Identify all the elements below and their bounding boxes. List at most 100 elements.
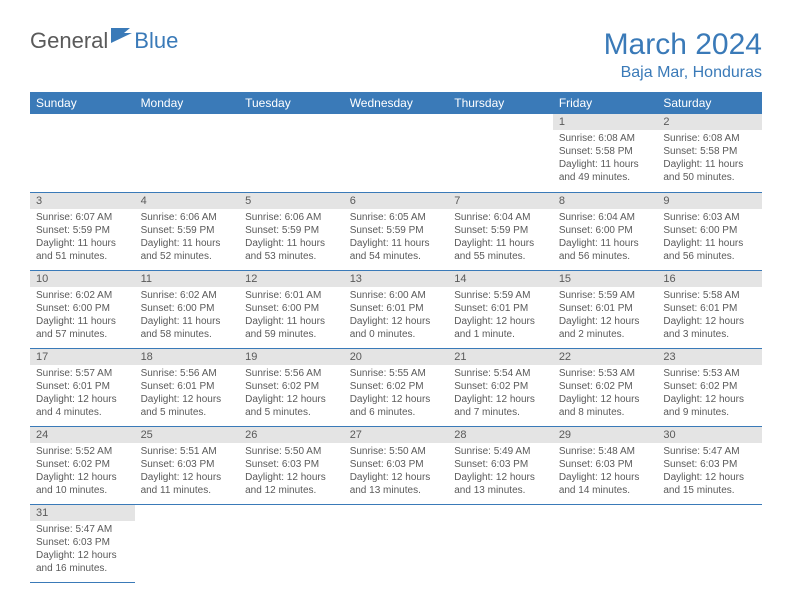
sunset-text: Sunset: 5:58 PM: [559, 145, 652, 158]
calendar-cell: [344, 114, 449, 192]
sunrise-text: Sunrise: 5:52 AM: [36, 445, 129, 458]
calendar-cell: 18Sunrise: 5:56 AMSunset: 6:01 PMDayligh…: [135, 348, 240, 426]
sunrise-text: Sunrise: 5:50 AM: [350, 445, 443, 458]
sunset-text: Sunset: 6:03 PM: [36, 536, 129, 549]
calendar-cell: 15Sunrise: 5:59 AMSunset: 6:01 PMDayligh…: [553, 270, 658, 348]
calendar-cell: 16Sunrise: 5:58 AMSunset: 6:01 PMDayligh…: [657, 270, 762, 348]
day-content: Sunrise: 6:07 AMSunset: 5:59 PMDaylight:…: [30, 209, 135, 267]
daylight-text: Daylight: 12 hours and 11 minutes.: [141, 471, 234, 497]
day-number: 27: [344, 427, 449, 443]
sunset-text: Sunset: 6:02 PM: [454, 380, 547, 393]
calendar-table: Sunday Monday Tuesday Wednesday Thursday…: [30, 92, 762, 583]
day-header: Saturday: [657, 92, 762, 114]
sunset-text: Sunset: 6:01 PM: [454, 302, 547, 315]
daylight-text: Daylight: 12 hours and 3 minutes.: [663, 315, 756, 341]
day-number: 9: [657, 193, 762, 209]
calendar-cell: 20Sunrise: 5:55 AMSunset: 6:02 PMDayligh…: [344, 348, 449, 426]
daylight-text: Daylight: 12 hours and 13 minutes.: [350, 471, 443, 497]
day-content: Sunrise: 5:53 AMSunset: 6:02 PMDaylight:…: [657, 365, 762, 423]
calendar-row: 17Sunrise: 5:57 AMSunset: 6:01 PMDayligh…: [30, 348, 762, 426]
calendar-cell: 11Sunrise: 6:02 AMSunset: 6:00 PMDayligh…: [135, 270, 240, 348]
sunset-text: Sunset: 6:02 PM: [36, 458, 129, 471]
sunrise-text: Sunrise: 6:06 AM: [141, 211, 234, 224]
sunrise-text: Sunrise: 5:59 AM: [454, 289, 547, 302]
day-number: 23: [657, 349, 762, 365]
sunset-text: Sunset: 6:03 PM: [454, 458, 547, 471]
calendar-cell: 17Sunrise: 5:57 AMSunset: 6:01 PMDayligh…: [30, 348, 135, 426]
day-number: 28: [448, 427, 553, 443]
sunrise-text: Sunrise: 6:06 AM: [245, 211, 338, 224]
day-number: 18: [135, 349, 240, 365]
daylight-text: Daylight: 12 hours and 10 minutes.: [36, 471, 129, 497]
daylight-text: Daylight: 12 hours and 5 minutes.: [245, 393, 338, 419]
day-content: Sunrise: 5:59 AMSunset: 6:01 PMDaylight:…: [448, 287, 553, 345]
sunset-text: Sunset: 6:03 PM: [350, 458, 443, 471]
day-content: Sunrise: 5:56 AMSunset: 6:02 PMDaylight:…: [239, 365, 344, 423]
day-content: Sunrise: 6:08 AMSunset: 5:58 PMDaylight:…: [657, 130, 762, 188]
sunrise-text: Sunrise: 5:57 AM: [36, 367, 129, 380]
daylight-text: Daylight: 12 hours and 8 minutes.: [559, 393, 652, 419]
sunrise-text: Sunrise: 6:04 AM: [454, 211, 547, 224]
page-title: March 2024: [604, 28, 762, 62]
day-number: 7: [448, 193, 553, 209]
day-number: 12: [239, 271, 344, 287]
sunset-text: Sunset: 5:59 PM: [350, 224, 443, 237]
sunset-text: Sunset: 6:00 PM: [141, 302, 234, 315]
calendar-row: 3Sunrise: 6:07 AMSunset: 5:59 PMDaylight…: [30, 192, 762, 270]
sunset-text: Sunset: 6:00 PM: [559, 224, 652, 237]
sunset-text: Sunset: 6:02 PM: [350, 380, 443, 393]
day-number: 11: [135, 271, 240, 287]
sunset-text: Sunset: 6:02 PM: [663, 380, 756, 393]
sunrise-text: Sunrise: 5:56 AM: [245, 367, 338, 380]
day-number: 29: [553, 427, 658, 443]
day-number: 17: [30, 349, 135, 365]
day-content: Sunrise: 6:06 AMSunset: 5:59 PMDaylight:…: [135, 209, 240, 267]
logo: General Blue: [30, 28, 178, 54]
daylight-text: Daylight: 11 hours and 56 minutes.: [559, 237, 652, 263]
day-number: 25: [135, 427, 240, 443]
calendar-cell: 30Sunrise: 5:47 AMSunset: 6:03 PMDayligh…: [657, 426, 762, 504]
daylight-text: Daylight: 11 hours and 57 minutes.: [36, 315, 129, 341]
sunset-text: Sunset: 6:01 PM: [559, 302, 652, 315]
sunrise-text: Sunrise: 6:05 AM: [350, 211, 443, 224]
sunrise-text: Sunrise: 5:51 AM: [141, 445, 234, 458]
daylight-text: Daylight: 11 hours and 54 minutes.: [350, 237, 443, 263]
calendar-row: 10Sunrise: 6:02 AMSunset: 6:00 PMDayligh…: [30, 270, 762, 348]
day-header: Thursday: [448, 92, 553, 114]
sunrise-text: Sunrise: 5:54 AM: [454, 367, 547, 380]
calendar-cell: 22Sunrise: 5:53 AMSunset: 6:02 PMDayligh…: [553, 348, 658, 426]
daylight-text: Daylight: 11 hours and 49 minutes.: [559, 158, 652, 184]
sunrise-text: Sunrise: 5:55 AM: [350, 367, 443, 380]
calendar-cell: [239, 504, 344, 582]
calendar-cell: 21Sunrise: 5:54 AMSunset: 6:02 PMDayligh…: [448, 348, 553, 426]
day-number: 6: [344, 193, 449, 209]
sunset-text: Sunset: 5:59 PM: [454, 224, 547, 237]
calendar-row: 31Sunrise: 5:47 AMSunset: 6:03 PMDayligh…: [30, 504, 762, 582]
sunset-text: Sunset: 6:01 PM: [350, 302, 443, 315]
day-content: Sunrise: 5:50 AMSunset: 6:03 PMDaylight:…: [239, 443, 344, 501]
sunset-text: Sunset: 6:03 PM: [559, 458, 652, 471]
title-block: March 2024 Baja Mar, Honduras: [604, 28, 762, 82]
day-content: Sunrise: 5:47 AMSunset: 6:03 PMDaylight:…: [30, 521, 135, 579]
calendar-cell: 19Sunrise: 5:56 AMSunset: 6:02 PMDayligh…: [239, 348, 344, 426]
daylight-text: Daylight: 12 hours and 0 minutes.: [350, 315, 443, 341]
sunrise-text: Sunrise: 6:03 AM: [663, 211, 756, 224]
day-number: 20: [344, 349, 449, 365]
day-number: 16: [657, 271, 762, 287]
day-content: Sunrise: 6:04 AMSunset: 5:59 PMDaylight:…: [448, 209, 553, 267]
calendar-cell: [135, 114, 240, 192]
sunset-text: Sunset: 6:02 PM: [559, 380, 652, 393]
day-content: Sunrise: 6:03 AMSunset: 6:00 PMDaylight:…: [657, 209, 762, 267]
day-content: Sunrise: 5:49 AMSunset: 6:03 PMDaylight:…: [448, 443, 553, 501]
daylight-text: Daylight: 12 hours and 12 minutes.: [245, 471, 338, 497]
calendar-cell: [344, 504, 449, 582]
day-number: 4: [135, 193, 240, 209]
day-content: Sunrise: 6:08 AMSunset: 5:58 PMDaylight:…: [553, 130, 658, 188]
day-number: 15: [553, 271, 658, 287]
sunset-text: Sunset: 5:59 PM: [141, 224, 234, 237]
day-content: Sunrise: 5:59 AMSunset: 6:01 PMDaylight:…: [553, 287, 658, 345]
daylight-text: Daylight: 12 hours and 2 minutes.: [559, 315, 652, 341]
day-content: Sunrise: 5:57 AMSunset: 6:01 PMDaylight:…: [30, 365, 135, 423]
day-number: 24: [30, 427, 135, 443]
day-number: 10: [30, 271, 135, 287]
